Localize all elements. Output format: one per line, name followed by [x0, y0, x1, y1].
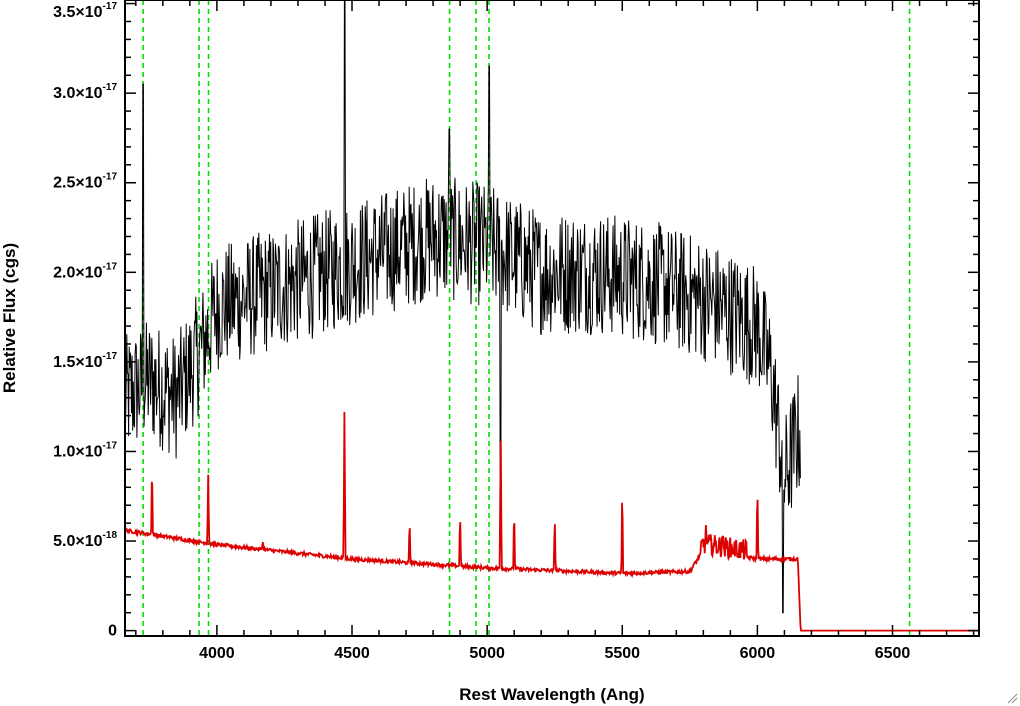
axis-ticks [125, 0, 979, 636]
x-tick-label: 6500 [875, 645, 911, 662]
resize-grip-icon[interactable] [1006, 692, 1018, 704]
y-tick-label: 2.0×10-17 [53, 261, 117, 281]
spectrum-line [125, 0, 801, 614]
reference-lines [142, 0, 911, 636]
x-tick-labels: 4000 4500 5000 5500 6000 6500 [199, 645, 910, 662]
y-tick-label: 2.5×10-17 [53, 172, 117, 192]
y-axis-title: Relative Flux (cgs) [0, 243, 19, 393]
y-tick-label: 5.0×10-18 [53, 530, 117, 550]
y-tick-label: 1.5×10-17 [53, 351, 117, 371]
series-group [125, 0, 979, 632]
plot-frame [124, 0, 980, 637]
x-tick-label: 4000 [199, 645, 235, 662]
x-axis-title: Rest Wavelength (Ang) [459, 685, 644, 704]
y-tick-label: 3.0×10-17 [53, 82, 117, 102]
y-tick-label: 3.5×10-17 [53, 1, 117, 21]
y-tick-labels: 0 5.0×10-18 1.0×10-17 1.5×10-17 2.0×10-17 2.5… [53, 1, 117, 640]
x-tick-label: 5000 [469, 645, 505, 662]
model-line [125, 411, 979, 632]
y-tick-label: 1.0×10-17 [53, 440, 117, 460]
x-tick-label: 6000 [740, 645, 776, 662]
x-tick-label: 4500 [334, 645, 370, 662]
y-tick-label: 0 [108, 623, 117, 640]
x-tick-label: 5500 [604, 645, 640, 662]
